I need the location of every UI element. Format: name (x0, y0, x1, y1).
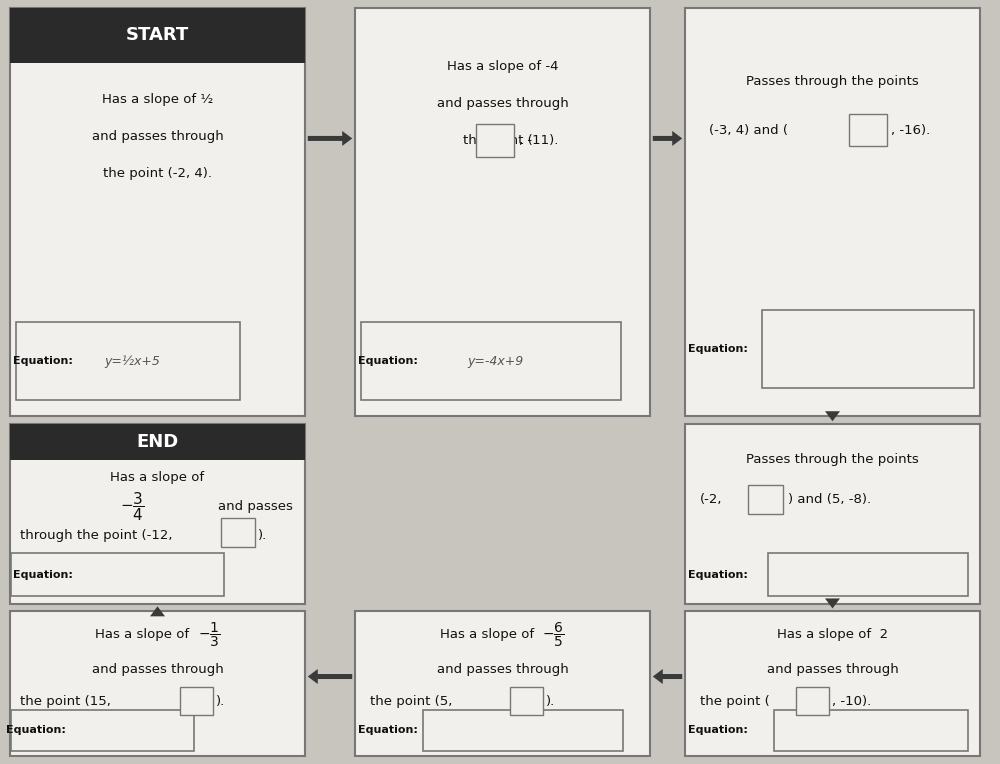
Bar (11, 553, 224, 597)
Text: Has a slope of ½: Has a slope of ½ (102, 93, 213, 106)
Text: the point (: the point ( (463, 134, 532, 147)
Text: and passes through: and passes through (437, 97, 568, 110)
Text: y=½x+5: y=½x+5 (105, 354, 160, 367)
Text: $-\dfrac{1}{3}$: $-\dfrac{1}{3}$ (198, 620, 220, 649)
Text: the point (-2, 4).: the point (-2, 4). (103, 167, 212, 180)
Text: , -10).: , -10). (832, 694, 871, 707)
Bar (685, 424, 980, 604)
Text: Equation:: Equation: (688, 725, 748, 735)
Bar (768, 553, 968, 597)
Bar (180, 688, 213, 715)
Bar (355, 8, 650, 416)
Text: y=-4x+9: y=-4x+9 (468, 354, 524, 367)
Text: the point (15,: the point (15, (20, 694, 111, 707)
Bar (16, 322, 240, 400)
Bar (796, 688, 829, 715)
Text: ).: ). (216, 694, 225, 707)
Text: and passes through: and passes through (767, 662, 898, 676)
Bar (10, 8, 305, 416)
Text: 5: 5 (491, 134, 499, 147)
Bar (685, 611, 980, 756)
Text: $-\dfrac{6}{5}$: $-\dfrac{6}{5}$ (542, 620, 565, 649)
Text: Equation:: Equation: (13, 356, 73, 366)
Text: $-\dfrac{3}{4}$: $-\dfrac{3}{4}$ (120, 490, 145, 523)
Bar (10, 611, 305, 756)
Bar (355, 611, 650, 756)
Text: through the point (-12,: through the point (-12, (20, 529, 173, 542)
Bar (849, 114, 887, 147)
Text: END: END (136, 433, 179, 451)
Bar (423, 710, 623, 750)
Bar (221, 518, 255, 547)
Text: Passes through the points: Passes through the points (746, 75, 919, 88)
Text: , -16).: , -16). (891, 124, 930, 137)
Text: and passes through: and passes through (92, 130, 223, 143)
Text: Equation:: Equation: (688, 344, 748, 354)
Bar (510, 688, 543, 715)
Text: START: START (126, 26, 189, 44)
Text: and passes: and passes (218, 500, 292, 513)
Text: (-3, 4) and (: (-3, 4) and ( (709, 124, 788, 137)
Text: Equation:: Equation: (13, 570, 73, 580)
Text: , -11).: , -11). (519, 134, 558, 147)
Bar (685, 8, 980, 416)
Text: and passes through: and passes through (92, 662, 223, 676)
Text: ).: ). (258, 529, 267, 542)
Bar (774, 710, 968, 750)
Bar (10, 8, 305, 63)
Text: Equation:: Equation: (688, 570, 748, 580)
Bar (762, 310, 974, 388)
Text: Has a slope of -4: Has a slope of -4 (447, 60, 558, 73)
Bar (11, 710, 194, 750)
Bar (476, 125, 514, 157)
Text: Has a slope of: Has a slope of (110, 471, 205, 484)
Text: the point (: the point ( (700, 694, 770, 707)
Text: (-2,: (-2, (700, 493, 723, 506)
Text: ).: ). (546, 694, 555, 707)
Text: Has a slope of: Has a slope of (440, 628, 535, 641)
Text: Has a slope of: Has a slope of (95, 628, 190, 641)
Text: Equation:: Equation: (358, 356, 418, 366)
Bar (10, 424, 305, 460)
Bar (10, 424, 305, 604)
Text: Passes through the points: Passes through the points (746, 453, 919, 467)
Text: Equation:: Equation: (6, 725, 66, 735)
Text: the point (5,: the point (5, (370, 694, 452, 707)
Bar (361, 322, 620, 400)
Text: ) and (5, -8).: ) and (5, -8). (788, 493, 872, 506)
Text: Equation:: Equation: (358, 725, 418, 735)
Bar (748, 485, 783, 514)
Text: and passes through: and passes through (437, 662, 568, 676)
Text: Has a slope of  2: Has a slope of 2 (777, 628, 888, 641)
